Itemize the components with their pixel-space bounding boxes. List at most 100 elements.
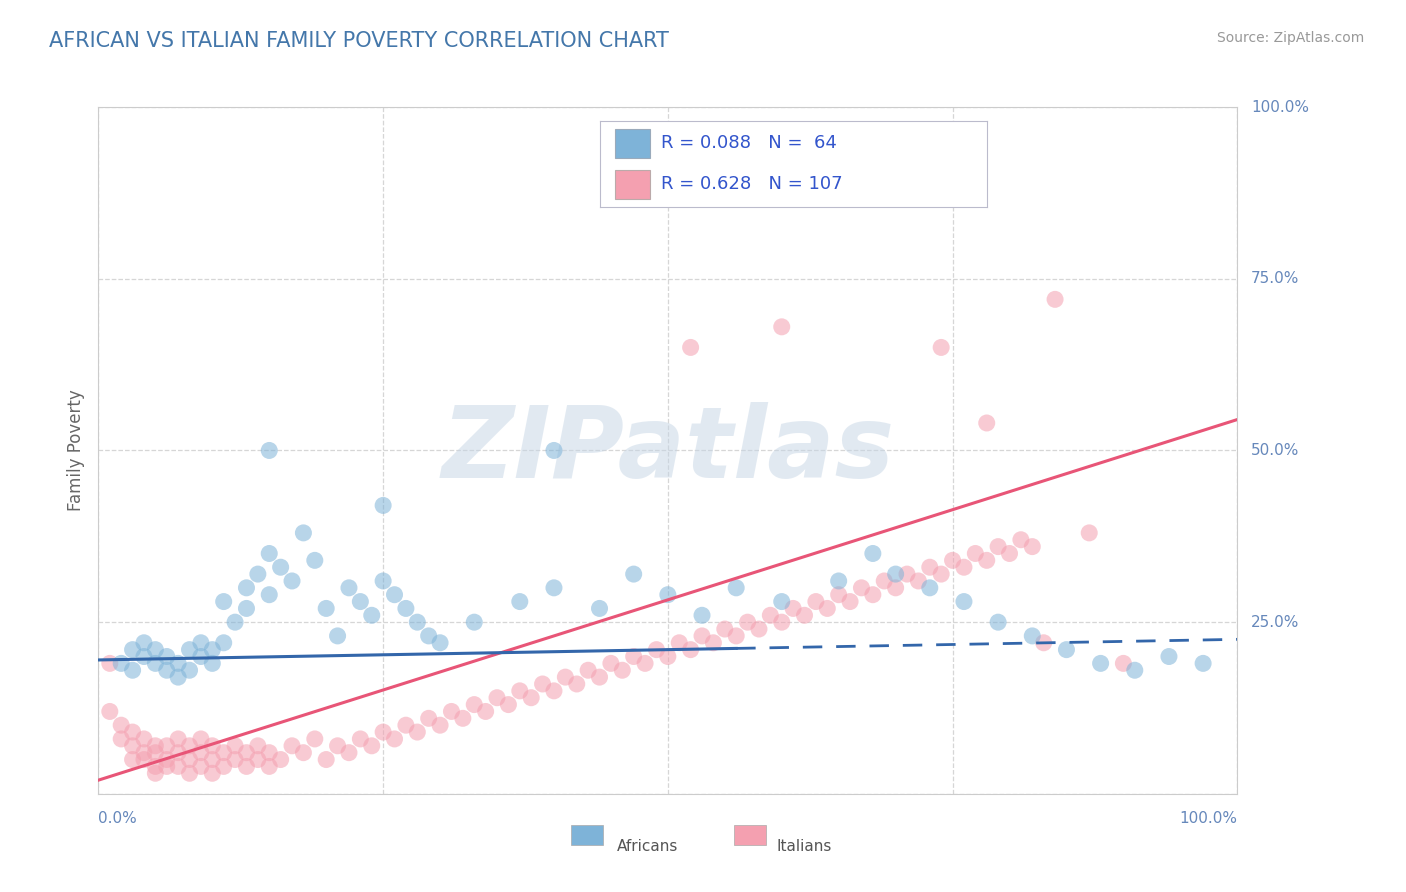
Point [167,731,190,746]
Point [509,594,531,608]
Point [167,759,190,773]
Point [167,657,190,671]
FancyBboxPatch shape [734,825,766,846]
Point [201,642,224,657]
Point [770,615,793,630]
Point [315,601,337,615]
Text: Italians: Italians [776,838,831,854]
Point [406,725,429,739]
Point [179,739,201,753]
Point [657,649,679,664]
Point [1032,636,1054,650]
Point [132,649,155,664]
Point [645,642,668,657]
Text: Source: ZipAtlas.com: Source: ZipAtlas.com [1216,31,1364,45]
Point [235,759,257,773]
Point [145,746,167,760]
Point [543,581,565,595]
Point [690,608,713,623]
Point [212,746,235,760]
Point [179,753,201,767]
Point [987,615,1010,630]
Point [623,649,645,664]
Point [156,753,179,767]
Point [384,731,406,746]
Point [543,683,565,698]
Point [304,553,326,567]
Point [270,560,292,574]
Point [418,711,440,725]
Point [942,553,965,567]
Point [406,615,429,630]
Point [371,725,394,739]
Point [395,718,418,732]
Text: 100.0%: 100.0% [1251,100,1309,114]
Point [224,615,246,630]
Point [588,601,610,615]
Point [576,663,599,677]
Point [326,629,349,643]
Point [145,766,167,780]
Point [212,594,235,608]
Point [440,705,463,719]
Point [326,739,349,753]
Point [804,594,827,608]
Point [1192,657,1215,671]
Point [110,731,132,746]
Point [156,739,179,753]
Point [828,588,851,602]
Point [145,657,167,671]
Point [463,615,485,630]
Point [1043,293,1066,307]
Point [132,753,155,767]
Y-axis label: Family Poverty: Family Poverty [67,390,86,511]
Point [190,759,212,773]
Point [281,574,304,588]
Point [828,574,851,588]
Point [145,739,167,753]
Point [929,340,952,354]
Point [110,657,132,671]
Point [190,649,212,664]
Point [224,739,246,753]
Point [384,588,406,602]
Point [520,690,543,705]
Point [179,642,201,657]
Point [259,546,281,561]
Point [121,753,143,767]
Point [884,567,907,582]
Point [235,746,257,760]
Point [668,636,690,650]
Point [292,746,315,760]
Point [349,594,371,608]
Point [121,725,143,739]
Point [612,663,634,677]
Point [201,766,224,780]
Point [212,636,235,650]
Point [679,642,702,657]
Point [839,594,862,608]
Point [896,567,918,582]
Point [565,677,588,691]
Point [998,546,1021,561]
Point [770,319,793,334]
Point [360,739,382,753]
Point [498,698,520,712]
Point [873,574,896,588]
Point [315,753,337,767]
Point [1090,657,1112,671]
Point [554,670,576,684]
Point [132,731,155,746]
Point [167,670,190,684]
Text: AFRICAN VS ITALIAN FAMILY POVERTY CORRELATION CHART: AFRICAN VS ITALIAN FAMILY POVERTY CORREL… [49,31,669,51]
Point [395,601,418,615]
Point [1021,540,1043,554]
Point [851,581,873,595]
Point [463,698,485,712]
Point [98,705,121,719]
Point [725,581,748,595]
Point [259,759,281,773]
Point [782,601,804,615]
Point [953,594,976,608]
Text: Africans: Africans [617,838,678,854]
